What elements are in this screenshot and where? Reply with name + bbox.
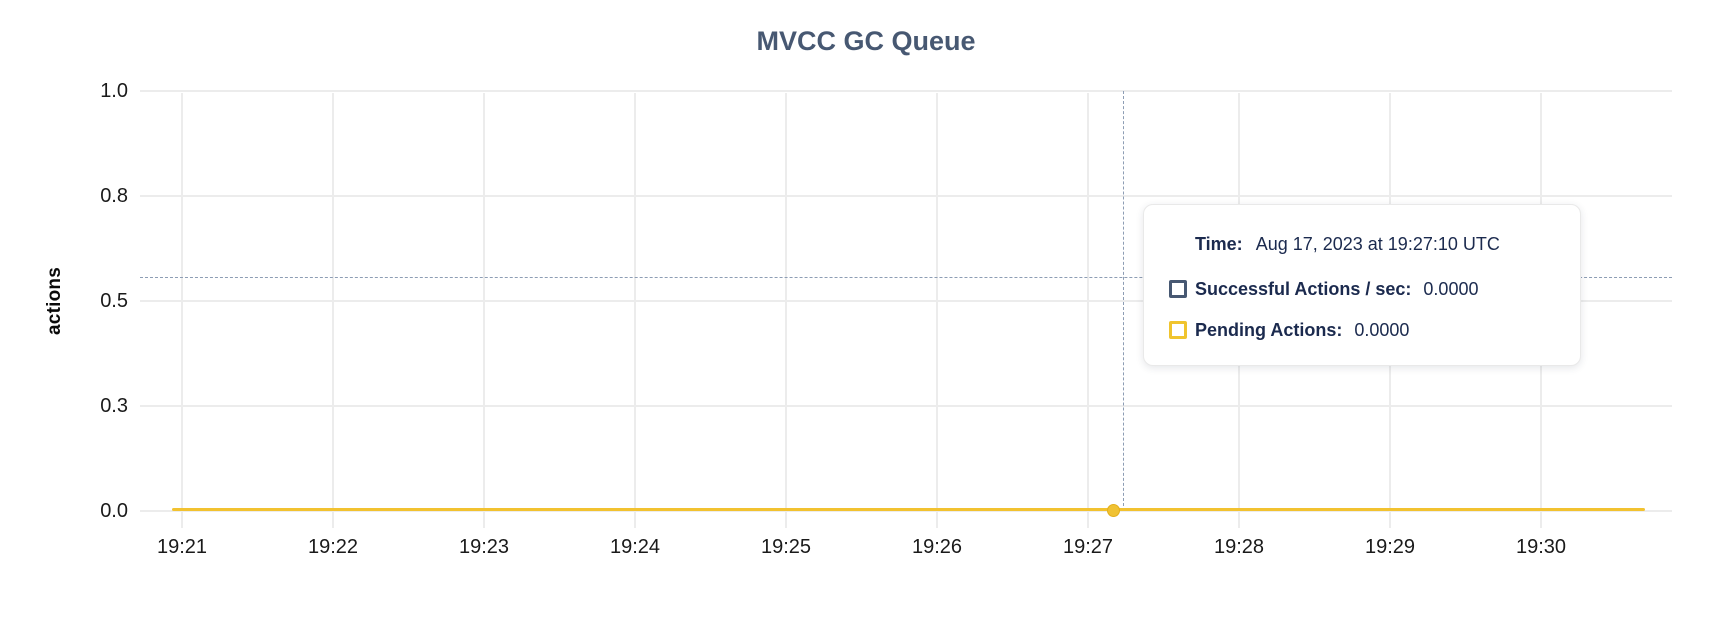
x-axis-tick-label: 19:21 xyxy=(156,536,208,558)
pending-actions-series-line[interactable] xyxy=(172,508,1645,511)
hovered-datapoint-dot[interactable] xyxy=(1107,504,1120,517)
pending-actions-legend-swatch-icon xyxy=(1169,321,1187,339)
y-axis-tick-label: 1.0 xyxy=(100,80,128,102)
successful-actions-legend-swatch-icon xyxy=(1169,280,1187,298)
horizontal-gridline xyxy=(140,90,1672,92)
tooltip-time-label: Time: xyxy=(1195,233,1243,254)
x-axis-tick-label: 19:27 xyxy=(1062,536,1114,558)
tooltip-pending-actions-value: 0.0000 xyxy=(1354,319,1410,340)
crosshair-horizontal-line xyxy=(140,277,1672,278)
x-axis-tick-label: 19:28 xyxy=(1213,536,1265,558)
vertical-gridline xyxy=(332,93,334,528)
tooltip-row-successful-actions: Successful Actions / sec: 0.0000 xyxy=(1169,277,1580,301)
vertical-gridline xyxy=(634,93,636,528)
horizontal-gridline xyxy=(140,300,1672,302)
horizontal-gridline xyxy=(140,405,1672,407)
tooltip-time-row: Time: Aug 17, 2023 at 19:27:10 UTC xyxy=(1195,232,1580,256)
x-axis-tick-label: 19:24 xyxy=(609,536,661,558)
vertical-gridline xyxy=(936,93,938,528)
tooltip-time-value: Aug 17, 2023 at 19:27:10 UTC xyxy=(1255,233,1500,254)
tooltip-row-pending-actions: Pending Actions: 0.0000 xyxy=(1169,318,1580,342)
tooltip-pending-actions-label: Pending Actions: xyxy=(1195,319,1343,340)
y-axis-tick-label: 0.8 xyxy=(100,185,128,207)
x-axis-tick-label: 19:23 xyxy=(458,536,510,558)
vertical-gridline xyxy=(1087,93,1089,528)
chart-title: MVCC GC Queue xyxy=(756,26,976,56)
horizontal-gridline xyxy=(140,510,1672,512)
x-axis-tick-label: 19:25 xyxy=(760,536,812,558)
chart-tooltip: Time: Aug 17, 2023 at 19:27:10 UTC Succe… xyxy=(1143,204,1581,366)
x-axis-tick-label: 19:26 xyxy=(911,536,963,558)
x-axis-tick-label: 19:30 xyxy=(1515,536,1567,558)
vertical-gridline xyxy=(785,93,787,528)
crosshair-vertical-line xyxy=(1123,91,1124,511)
horizontal-gridline xyxy=(140,195,1672,197)
y-axis-tick-label: 0.0 xyxy=(100,500,128,522)
y-axis-tick-label: 0.5 xyxy=(100,290,128,312)
tooltip-successful-actions-value: 0.0000 xyxy=(1423,278,1479,299)
x-axis-tick-label: 19:22 xyxy=(307,536,359,558)
tooltip-successful-actions-label: Successful Actions / sec: xyxy=(1195,278,1412,299)
vertical-gridline xyxy=(181,93,183,528)
vertical-gridline xyxy=(483,93,485,528)
x-axis-tick-label: 19:29 xyxy=(1364,536,1416,558)
y-axis-tick-label: 0.3 xyxy=(100,395,128,417)
